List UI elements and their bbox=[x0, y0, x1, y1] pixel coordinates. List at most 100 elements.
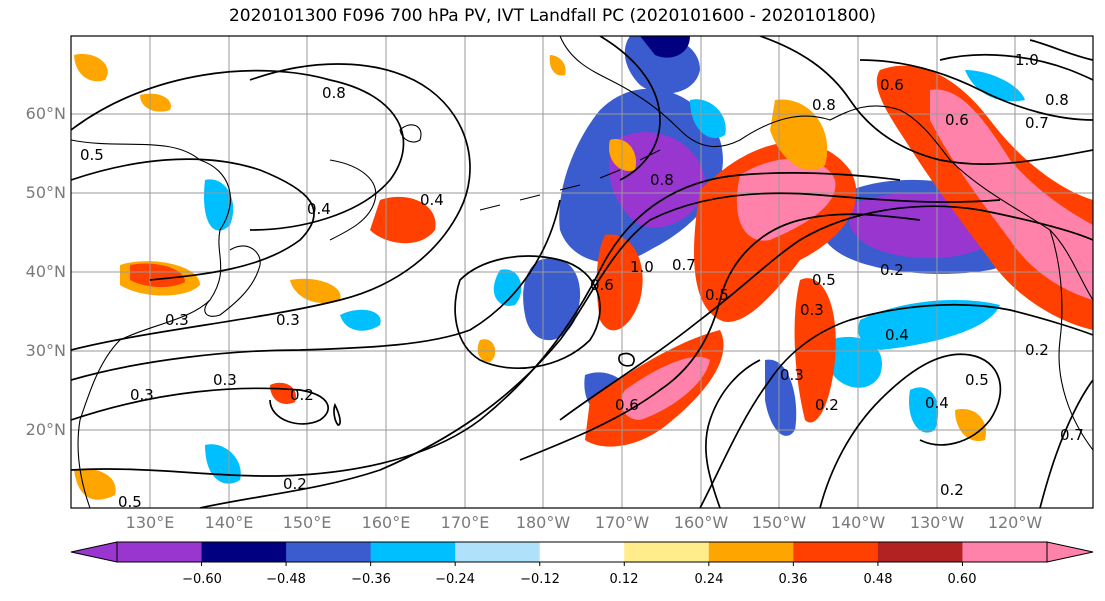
colorbar-segment bbox=[286, 542, 372, 562]
kamchatka-coast bbox=[329, 159, 377, 241]
contour-line bbox=[618, 352, 635, 367]
lon-label: 150°E bbox=[282, 513, 332, 532]
contour-line bbox=[759, 36, 1093, 165]
anomaly-blob bbox=[955, 409, 986, 442]
contour-label: 0.5 bbox=[965, 371, 989, 389]
anomaly-blob bbox=[549, 55, 566, 76]
colorbar-segment bbox=[370, 542, 456, 562]
contour-label: 0.5 bbox=[118, 493, 142, 511]
colorbar-tick-label: 0.12 bbox=[609, 572, 639, 587]
contour-line bbox=[705, 359, 761, 508]
colorbar-tick-label: 0.48 bbox=[863, 572, 893, 587]
contour-line bbox=[599, 36, 661, 181]
contour-label: 0.4 bbox=[885, 326, 909, 344]
contour-line bbox=[819, 353, 1002, 508]
anomaly-blob bbox=[794, 278, 836, 423]
contour-label: 0.2 bbox=[1025, 341, 1049, 359]
anomaly-blob bbox=[204, 179, 234, 231]
colorbar-tick-label: 0.36 bbox=[778, 572, 808, 587]
lon-label: 140°W bbox=[830, 513, 886, 532]
lon-label: 130°E bbox=[125, 513, 175, 532]
anomaly-blob bbox=[640, 36, 690, 58]
contour-label: 0.6 bbox=[880, 76, 904, 94]
north-america-coast bbox=[1049, 229, 1093, 451]
anomaly-blob bbox=[930, 89, 1093, 300]
colorbar-tick-label: 0.24 bbox=[694, 572, 724, 587]
contour-label: 0.7 bbox=[1060, 426, 1084, 444]
ivt-contours bbox=[71, 36, 1093, 508]
contour-label: 0.2 bbox=[283, 475, 307, 493]
colorbar-tick-label: −0.48 bbox=[266, 572, 306, 587]
lon-label: 160°E bbox=[361, 513, 411, 532]
anomaly-blob bbox=[858, 300, 1000, 350]
contour-line bbox=[699, 303, 1093, 508]
colorbar-segment bbox=[117, 542, 203, 562]
colorbar-segment bbox=[201, 542, 287, 562]
contour-line bbox=[559, 205, 1093, 421]
colorbar-tick-label: 0.60 bbox=[947, 572, 977, 587]
colorbar-frame bbox=[116, 541, 1048, 563]
contour-label: 0.7 bbox=[672, 256, 696, 274]
colorbar-segment bbox=[624, 542, 710, 562]
colorbar-segment bbox=[962, 542, 1048, 562]
contour-label: 0.2 bbox=[290, 386, 314, 404]
contour-label: 0.8 bbox=[322, 84, 346, 102]
contour-line bbox=[519, 213, 921, 461]
japan-coast bbox=[204, 245, 261, 317]
anomaly-blob bbox=[290, 278, 341, 304]
lat-label: 60°N bbox=[25, 104, 66, 123]
contour-line bbox=[939, 53, 1093, 81]
contour-label: 0.5 bbox=[812, 271, 836, 289]
contour-label: 0.3 bbox=[780, 366, 804, 384]
map-title: 2020101300 F096 700 hPa PV, IVT Landfall… bbox=[228, 6, 876, 26]
lon-label: 150°W bbox=[751, 513, 807, 532]
lat-label: 30°N bbox=[25, 341, 66, 360]
contour-line bbox=[859, 59, 1093, 121]
lon-label: 170°W bbox=[594, 513, 650, 532]
anomaly-blob bbox=[909, 387, 939, 433]
contour-label: 0.4 bbox=[420, 191, 444, 209]
contour-label: 0.3 bbox=[130, 386, 154, 404]
anomaly-blob bbox=[340, 309, 381, 331]
colorbar-extend-right bbox=[1046, 541, 1094, 563]
colorbar-segment bbox=[455, 542, 541, 562]
lat-label: 40°N bbox=[25, 262, 66, 281]
map-frame bbox=[70, 35, 1094, 509]
colorbar-segment bbox=[877, 542, 963, 562]
anomaly-blob bbox=[130, 263, 185, 288]
contour-label: 0.3 bbox=[800, 301, 824, 319]
contour-label: 0.6 bbox=[945, 111, 969, 129]
anomaly-blob bbox=[620, 356, 710, 420]
anomaly-blob bbox=[596, 234, 643, 331]
alaska-coast bbox=[559, 36, 1093, 301]
colorbar-segment bbox=[539, 542, 625, 562]
contour-label: 0.2 bbox=[940, 481, 964, 499]
coastlines bbox=[71, 36, 1093, 508]
colorbar bbox=[70, 541, 1094, 566]
contour-label: 0.3 bbox=[276, 311, 300, 329]
aleutian-chain bbox=[479, 149, 661, 211]
contour-line bbox=[454, 255, 601, 369]
anomaly-blob bbox=[965, 70, 1025, 102]
contour-label: 0.2 bbox=[880, 261, 904, 279]
contour-label: 0.3 bbox=[213, 371, 237, 389]
contour-label: 0.8 bbox=[1045, 91, 1069, 109]
contour-label: 0.8 bbox=[650, 171, 674, 189]
anomaly-blob bbox=[770, 99, 828, 171]
anomaly-blob bbox=[523, 258, 581, 341]
contour-label: 0.4 bbox=[307, 200, 331, 218]
colorbar-tick-label: −0.60 bbox=[182, 572, 222, 587]
contour-line bbox=[71, 199, 561, 381]
anomaly-blob bbox=[830, 336, 882, 388]
lat-label: 20°N bbox=[25, 420, 66, 439]
contour-line bbox=[71, 63, 471, 351]
contour-line bbox=[1029, 39, 1093, 61]
colorbar-extend-left bbox=[70, 541, 118, 563]
contour-label: 1.0 bbox=[630, 258, 654, 276]
anomaly-blob bbox=[493, 269, 522, 306]
asia-coast bbox=[71, 139, 231, 508]
contour-label: 0.6 bbox=[590, 276, 614, 294]
contour-line bbox=[71, 158, 315, 281]
contour-label: 0.2 bbox=[815, 396, 839, 414]
